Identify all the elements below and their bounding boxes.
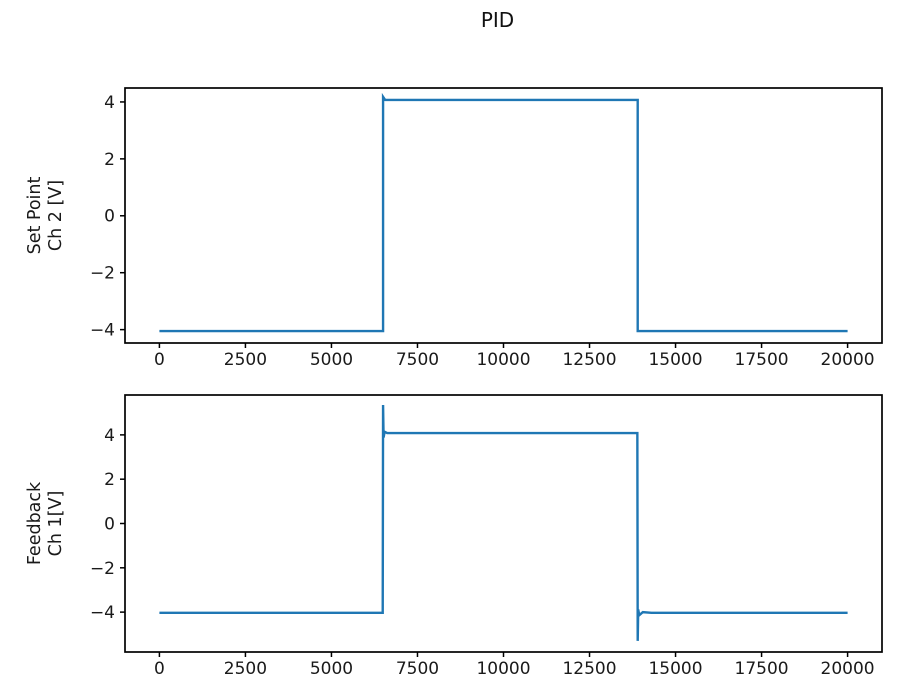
x-tick-label: 0 [154, 350, 165, 370]
y-axis-label: Ch 1[V] [46, 491, 66, 557]
x-tick-label: 7500 [396, 659, 439, 679]
x-tick-label: 12500 [562, 350, 616, 370]
x-tick-label: 17500 [735, 659, 789, 679]
x-tick-label: 10000 [476, 659, 530, 679]
y-tick-label: 4 [104, 93, 115, 113]
y-tick-label: 2 [104, 150, 115, 170]
x-tick-label: 5000 [310, 659, 353, 679]
y-axis-label: Set Point [25, 176, 45, 254]
x-tick-label: 2500 [224, 350, 267, 370]
data-line [159, 92, 848, 333]
axes-frame [124, 394, 883, 653]
x-tick-label: 15000 [648, 350, 702, 370]
y-tick-label: 0 [104, 207, 115, 227]
axes-frame [124, 87, 883, 344]
y-axis-label: Ch 2 [V] [46, 180, 66, 251]
y-tick-label: −2 [90, 264, 115, 284]
x-tick-label: 15000 [648, 659, 702, 679]
x-tick-label: 20000 [821, 350, 875, 370]
y-tick-label: 0 [104, 514, 115, 534]
y-tick-label: −2 [90, 559, 115, 579]
x-tick-label: 2500 [224, 659, 267, 679]
set-point-subplot: 0 2500 5000 7500 10000 12500 15000 17500 20000 −4… [25, 87, 883, 370]
x-tick-label: 12500 [562, 659, 616, 679]
y-tick-label: 4 [104, 426, 115, 446]
x-tick-label: 17500 [735, 350, 789, 370]
x-tick-label: 10000 [476, 350, 530, 370]
x-tick-label: 0 [154, 659, 165, 679]
x-tick-label: 20000 [821, 659, 875, 679]
y-tick-label: 2 [104, 470, 115, 490]
y-axis-label: Feedback [25, 481, 45, 565]
figure-title: PID [480, 8, 515, 32]
y-tick-label: −4 [90, 603, 115, 623]
x-tick-label: 7500 [396, 350, 439, 370]
data-line [159, 404, 848, 641]
y-tick-label: −4 [90, 321, 115, 341]
feedback-subplot: 0 2500 5000 7500 10000 12500 15000 17500 20000 −4… [25, 394, 883, 679]
x-tick-label: 5000 [310, 350, 353, 370]
